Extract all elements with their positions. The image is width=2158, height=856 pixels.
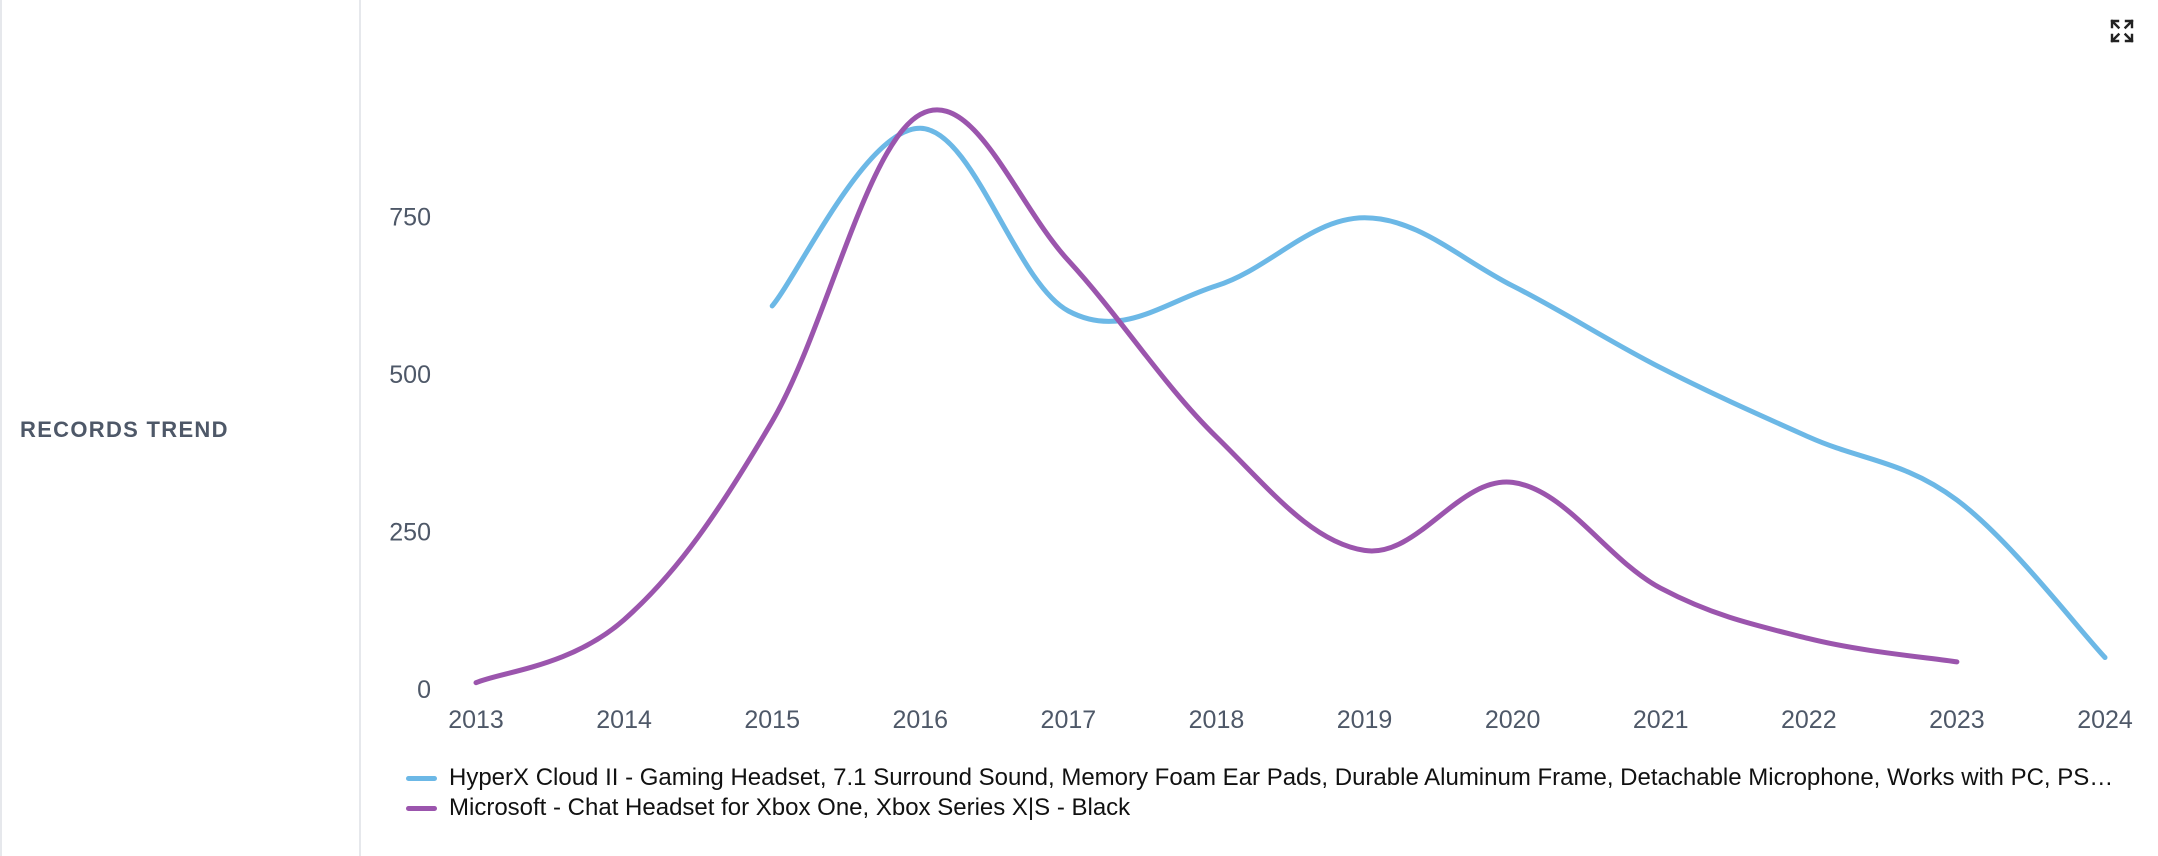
x-tick-label: 2022 [1781,706,1837,734]
x-tick-label: 2013 [448,706,504,734]
x-tick-label: 2020 [1485,706,1541,734]
expand-icon [2110,19,2134,43]
chart-area: 0 250 500 750 2013 2014 2015 2016 2017 2018 2019 20… [363,0,2158,856]
records-trend-chart: 0 250 500 750 2013 2014 2015 2016 2017 2018 2019 20… [389,107,2133,734]
section-title: RECORDS TREND [20,417,229,442]
x-tick-label: 2016 [892,706,948,734]
y-tick-label: 500 [389,361,431,389]
legend-item-1[interactable]: HyperX Cloud II - Gaming Headset, 7.1 Su… [406,763,2136,793]
legend-label: Microsoft - Chat Headset for Xbox One, X… [449,794,1131,821]
x-tick-label: 2021 [1633,706,1689,734]
y-tick-label: 750 [389,204,431,232]
expand-button[interactable] [2107,16,2137,46]
legend-swatch [406,775,437,781]
y-tick-label: 250 [389,519,431,547]
legend-item-2[interactable]: Microsoft - Chat Headset for Xbox One, X… [406,793,2136,823]
x-tick-label: 2024 [2077,706,2133,734]
chart-legend: HyperX Cloud II - Gaming Headset, 7.1 Su… [406,763,2136,823]
y-tick-label: 0 [417,676,431,704]
legend-swatch [406,805,437,811]
x-tick-label: 2017 [1041,706,1097,734]
x-tick-label: 2014 [596,706,652,734]
x-tick-label: 2018 [1189,706,1245,734]
x-tick-label: 2023 [1929,706,1985,734]
legend-label: HyperX Cloud II - Gaming Headset, 7.1 Su… [449,764,2114,791]
series-line-2[interactable] [473,107,1960,686]
x-tick-label: 2015 [744,706,800,734]
left-panel: RECORDS TREND [0,0,361,856]
series-line-1[interactable] [769,125,2108,660]
x-tick-label: 2019 [1337,706,1393,734]
